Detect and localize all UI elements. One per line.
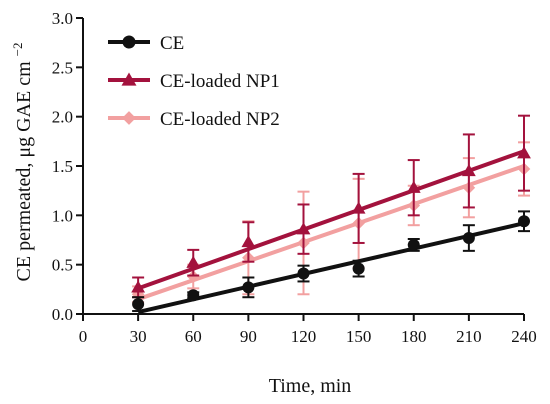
legend-label: CE [160,33,184,54]
fit-line [137,149,525,291]
series-ce-loaded-np2 [131,141,531,304]
marker-triangle [406,180,421,193]
y-axis-label-superscript: −2 [10,43,25,57]
y-tick-label: 0.0 [52,305,73,324]
x-tick-label: 60 [185,327,202,346]
y-axis-label-main: CE permeated, μg GAE cm [13,61,35,282]
legend-label: CE-loaded NP1 [160,71,280,92]
marker-circle [187,289,200,302]
legend-item: CE [108,33,184,54]
y-tick-label: 2.0 [52,108,73,127]
x-tick-label: 240 [511,327,537,346]
series-ce [132,210,530,314]
marker-circle [297,267,310,280]
y-tick-label: 1.5 [52,157,73,176]
series-layer [131,114,531,314]
marker-circle [462,232,475,245]
marker-circle [407,238,420,251]
legend-item: CE-loaded NP1 [108,71,280,92]
legend-label: CE-loaded NP2 [160,109,280,130]
y-tick-label: 0.5 [52,256,73,275]
legend-item: CE-loaded NP2 [108,109,280,130]
x-tick-label: 120 [291,327,317,346]
x-tick-label: 180 [401,327,427,346]
x-tick-label: 0 [79,327,88,346]
marker-circle [518,215,530,228]
marker-triangle [461,164,476,177]
x-tick-label: 150 [346,327,372,346]
x-tick-label: 90 [240,327,257,346]
marker-diamond [122,111,136,125]
marker-triangle [351,201,366,214]
y-tick-label: 3.0 [52,9,73,28]
series-ce-loaded-np1 [131,114,531,299]
x-tick-label: 210 [456,327,482,346]
fit-line [137,164,525,302]
legend: CE CE-loaded NP1 CE-loaded NP2 [108,33,280,130]
marker-triangle [186,255,201,268]
y-ticks: 0.0 0.5 1.0 1.5 2.0 2.5 3.0 [52,9,83,324]
marker-triangle [121,72,137,86]
marker-circle [352,262,365,275]
y-tick-label: 1.0 [52,206,73,225]
y-tick-label: 2.5 [52,58,73,77]
x-axis-label: Time, min [269,375,352,397]
marker-circle [132,298,145,311]
x-tick-label: 30 [130,327,147,346]
marker-triangle [296,222,311,235]
marker-circle [242,281,255,294]
fit-line [137,221,525,314]
marker-circle [122,35,136,49]
marker-triangle [517,146,531,159]
x-ticks: 0 30 60 90 120 150 180 210 240 [79,314,537,346]
marker-triangle [241,235,256,248]
y-axis-label: CE permeated, μg GAE cm −2 [10,43,35,282]
marker-triangle [131,280,146,293]
